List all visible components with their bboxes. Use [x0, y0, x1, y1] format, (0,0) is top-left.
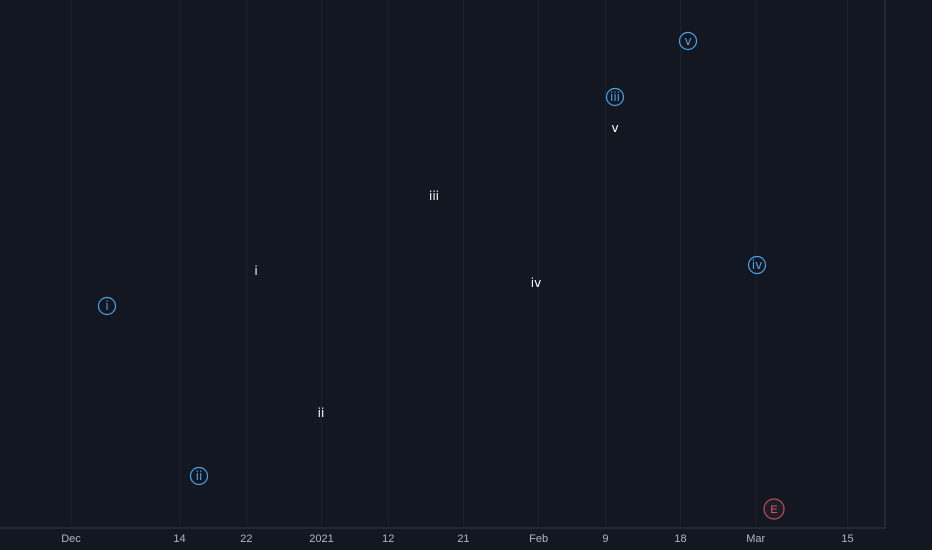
- time-tick-label: Dec: [61, 533, 81, 545]
- time-tick-label: 9: [602, 533, 608, 545]
- time-tick-label: 12: [382, 533, 394, 545]
- time-tick-label: 22: [240, 533, 252, 545]
- wave-label: v: [611, 121, 618, 135]
- circled-wave-label: iv: [747, 255, 767, 275]
- circled-wave-text: iii: [610, 90, 620, 104]
- circled-wave-label: v: [678, 31, 698, 51]
- circled-wave-text: ii: [196, 469, 203, 483]
- circled-wave-ring: [97, 296, 117, 316]
- circled-wave-label: iii: [605, 87, 625, 107]
- circled-wave-ring: [678, 31, 698, 51]
- time-axis-panel: [0, 528, 885, 550]
- time-tick-label: Mar: [746, 533, 765, 545]
- circled-wave-text: iv: [752, 258, 762, 272]
- event-marker-ring: [763, 498, 785, 520]
- time-tick-label: 15: [841, 533, 853, 545]
- circled-wave-ring: [605, 87, 625, 107]
- wave-label: i: [254, 264, 257, 278]
- wave-label: iii: [429, 189, 439, 203]
- event-marker-label: E: [770, 504, 777, 516]
- circled-wave-ring: [747, 255, 767, 275]
- circled-wave-label: i: [97, 296, 117, 316]
- wave-label: ii: [318, 406, 325, 420]
- time-tick-label: 14: [173, 533, 185, 545]
- circled-wave-text: v: [684, 34, 691, 48]
- time-tick-label: Feb: [529, 533, 548, 545]
- time-tick-label: 2021: [309, 533, 333, 545]
- circled-wave-ring: [189, 466, 209, 486]
- circled-wave-text: i: [105, 299, 108, 313]
- time-tick-label: 18: [674, 533, 686, 545]
- wave-label: iv: [531, 276, 541, 290]
- time-tick-label: 21: [457, 533, 469, 545]
- circled-wave-label: ii: [189, 466, 209, 486]
- price-axis-panel: [885, 0, 932, 550]
